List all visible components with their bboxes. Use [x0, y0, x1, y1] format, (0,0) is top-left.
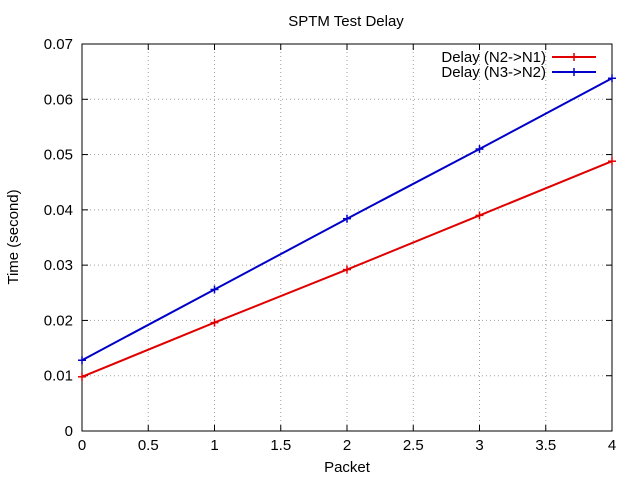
- y-tick-label: 0.01: [44, 368, 73, 385]
- y-tick-label: 0.07: [44, 36, 73, 53]
- series-1-point: [343, 265, 351, 274]
- x-tick-label: 2.5: [403, 437, 424, 454]
- y-axis-label: Time (second): [5, 189, 22, 284]
- legend-label-1: Delay (N2->N1): [441, 49, 546, 66]
- series-1-point: [78, 372, 86, 381]
- series-2-point: [343, 214, 351, 223]
- x-axis-label: Packet: [324, 459, 371, 476]
- x-tick-label: 1.5: [270, 437, 291, 454]
- y-tick-label: 0.06: [44, 91, 73, 108]
- series-layer: [78, 74, 616, 381]
- series-1-point: [210, 318, 219, 327]
- y-tick-label: 0.04: [44, 202, 73, 219]
- x-tick-label: 3.5: [535, 437, 556, 454]
- legend: Delay (N2->N1)Delay (N3->N2): [441, 49, 596, 81]
- x-tick-label: 1: [210, 437, 218, 454]
- chart-title: SPTM Test Delay: [288, 13, 404, 30]
- series-1-point: [475, 211, 484, 220]
- y-tick-label: 0.03: [44, 257, 73, 274]
- y-tick-label: 0.05: [44, 147, 73, 164]
- series-2-point: [210, 285, 219, 294]
- x-tick-label: 0: [78, 437, 86, 454]
- axis-ticks: 0 0.5 1 1.5 2 2.5 3 3.5 4 0 0.01 0.02 0.03 0.04 0.05 0.…: [44, 36, 616, 454]
- y-tick-label: 0.02: [44, 312, 73, 329]
- series-2-point: [78, 356, 86, 365]
- y-tick-label: 0: [65, 423, 73, 440]
- series-1-point: [608, 157, 616, 166]
- x-tick-label: 3: [475, 437, 483, 454]
- series-2-point: [475, 145, 484, 154]
- x-tick-label: 4: [608, 437, 616, 454]
- legend-label-2: Delay (N3->N2): [441, 64, 546, 81]
- grid-lines: [82, 44, 612, 431]
- x-tick-label: 0.5: [138, 437, 159, 454]
- series-2-point: [608, 74, 616, 83]
- x-tick-label: 2: [343, 437, 351, 454]
